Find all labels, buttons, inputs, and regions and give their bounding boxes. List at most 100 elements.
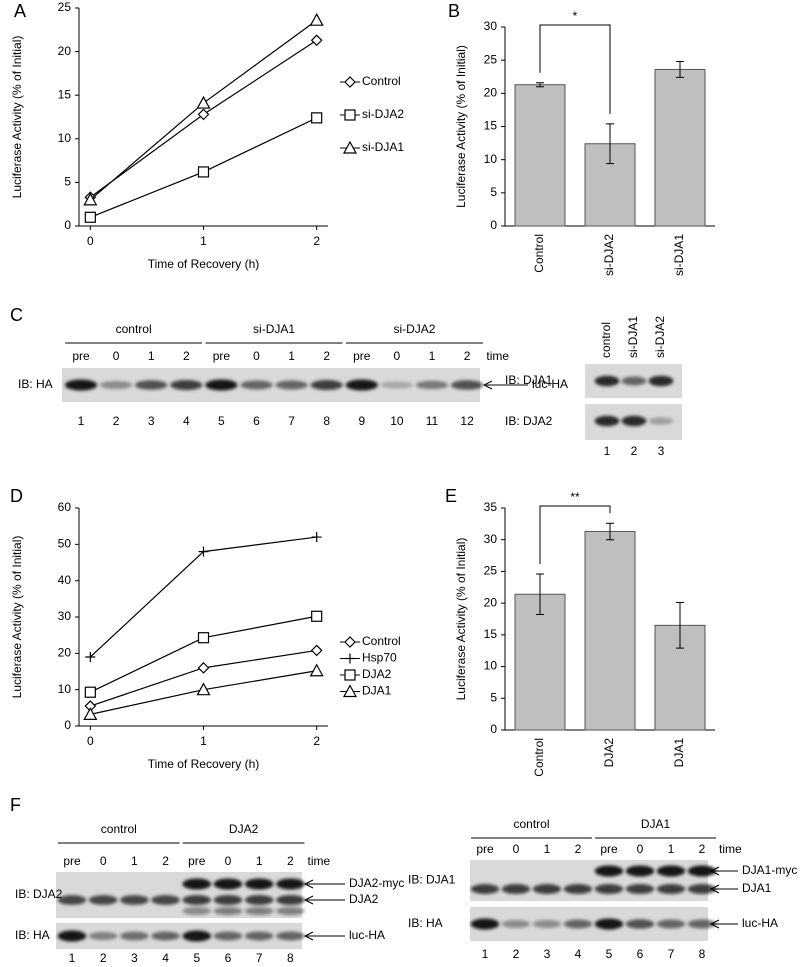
lane-label: 1 — [148, 349, 155, 363]
lane-suffix: time — [486, 349, 509, 363]
band — [276, 906, 305, 916]
lane-number: 8 — [699, 947, 706, 961]
error-bar — [536, 573, 544, 616]
band — [656, 865, 686, 877]
lane-number: 5 — [193, 951, 200, 965]
band — [532, 884, 562, 894]
x-tick-label: 1 — [200, 234, 207, 248]
marker — [310, 34, 323, 47]
y-tick-label: 50 — [58, 537, 72, 551]
lane-label: 2 — [183, 349, 190, 363]
legend-label: Control — [362, 74, 401, 88]
band — [470, 918, 500, 930]
lane-label: 1 — [429, 349, 436, 363]
x-tick-label: Control — [532, 738, 546, 777]
x-tick-label: 0 — [87, 234, 94, 248]
marker — [85, 651, 96, 662]
band — [151, 931, 180, 941]
antibody-label: IB: DJA2 — [15, 887, 63, 901]
arrow — [303, 895, 345, 905]
legend-marker — [342, 684, 358, 698]
antibody-label: IB: DJA1 — [408, 873, 456, 887]
lane-number: 6 — [225, 951, 232, 965]
lane-label: pre — [213, 349, 231, 363]
band — [656, 919, 686, 929]
significance-bracket — [539, 505, 611, 564]
marker — [84, 211, 96, 223]
band — [182, 930, 212, 942]
bar — [584, 530, 636, 731]
panel-letter: A — [14, 1, 26, 21]
x-tick-label: 2 — [313, 734, 320, 748]
y-axis-label: Luciferase Activity (% of Initial) — [10, 536, 24, 699]
lane-label: 1 — [668, 842, 675, 856]
band — [244, 906, 274, 916]
antibody-label: IB: HA — [15, 928, 50, 942]
band — [625, 884, 655, 894]
band — [276, 931, 305, 941]
y-tick-label: 15 — [58, 87, 72, 101]
bar — [514, 84, 566, 227]
lane-label: pre — [63, 854, 81, 868]
band — [621, 415, 647, 427]
lane-label: 0 — [253, 349, 260, 363]
group-label: control — [513, 817, 549, 831]
band — [648, 417, 674, 425]
band — [594, 884, 624, 894]
error-bar — [536, 82, 544, 88]
x-axis-label: Time of Recovery (h) — [148, 757, 260, 771]
lane-label: 0 — [513, 842, 520, 856]
x-tick-label: Control — [532, 234, 546, 273]
error-bar — [676, 602, 684, 649]
lane-number: 6 — [253, 414, 260, 428]
legend-label: si-DJA1 — [362, 140, 404, 154]
lane-label: 2 — [162, 854, 169, 868]
y-tick-label: 0 — [490, 218, 497, 232]
lane-number: 1 — [482, 947, 489, 961]
band — [244, 878, 274, 890]
band — [501, 920, 531, 928]
x-tick-label: 1 — [200, 734, 207, 748]
x-tick-label: DJA1 — [672, 738, 686, 768]
marker — [196, 682, 211, 696]
band — [415, 380, 449, 390]
legend-marker — [342, 140, 358, 154]
band — [240, 380, 273, 390]
marker — [309, 663, 324, 677]
legend-label: Control — [362, 634, 401, 648]
x-tick-label: si-DJA1 — [672, 234, 686, 276]
lane-label: 2 — [464, 349, 471, 363]
y-tick-label: 10 — [58, 131, 72, 145]
band — [470, 884, 500, 894]
lane-number: 11 — [426, 414, 439, 428]
lane-number: 5 — [606, 947, 613, 961]
legend-label: Hsp70 — [362, 651, 397, 665]
y-tick-label: 10 — [484, 152, 498, 166]
lane-number: 9 — [358, 414, 365, 428]
lane-label: pre — [188, 854, 206, 868]
legend-marker — [344, 669, 356, 681]
lane-label: pre — [600, 842, 618, 856]
legend-marker — [344, 109, 356, 121]
band — [563, 884, 593, 894]
y-axis-label: Luciferase Activity (% of Initial) — [10, 36, 24, 199]
significance-label: * — [573, 9, 578, 23]
y-tick-label: 20 — [484, 595, 498, 609]
lane-label: 2 — [699, 842, 706, 856]
band — [213, 906, 243, 916]
lane-label: 1 — [288, 349, 295, 363]
marker — [311, 532, 322, 543]
marker — [310, 644, 323, 657]
lane-number: 1 — [69, 951, 76, 965]
band — [594, 415, 620, 427]
panel-letter: E — [445, 486, 457, 506]
marker — [197, 632, 210, 644]
significance-label: ** — [570, 490, 580, 504]
lane-label: 0 — [113, 349, 120, 363]
lane-label: 0 — [225, 854, 232, 868]
band — [205, 379, 238, 391]
band — [687, 865, 717, 877]
y-tick-label: 10 — [484, 659, 498, 673]
band — [57, 930, 87, 942]
lane-number: 4 — [575, 947, 582, 961]
